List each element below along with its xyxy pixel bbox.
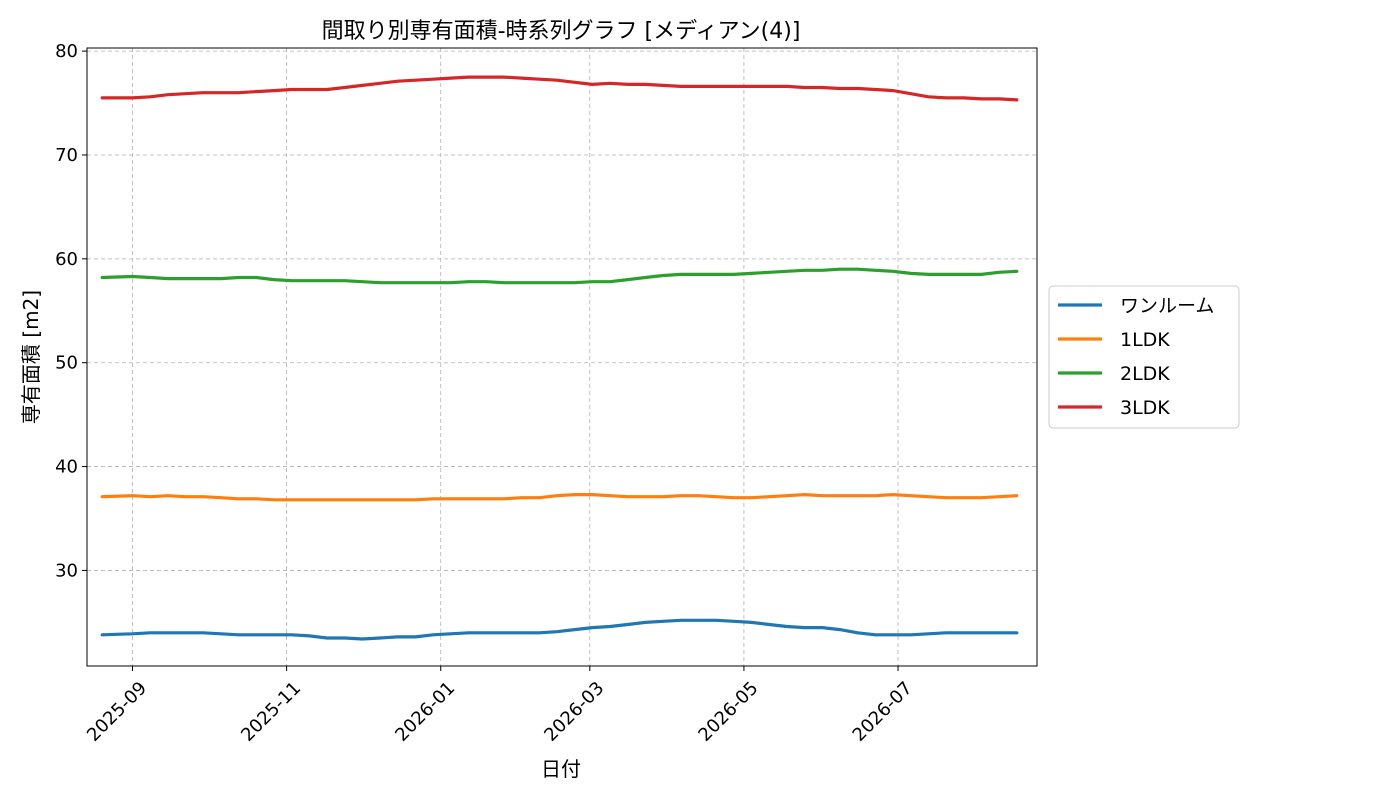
- x-axis-label: 日付: [541, 757, 581, 781]
- legend: ワンルーム 1LDK 2LDK 3LDK: [1048, 285, 1240, 429]
- series-line: [100, 267, 1019, 285]
- legend-items: ワンルーム 1LDK 2LDK 3LDK: [1058, 295, 1214, 419]
- y-tick-label: 60: [55, 249, 78, 270]
- legend-box: [1048, 285, 1240, 429]
- legend-label: 1LDK: [1120, 329, 1170, 351]
- legend-label: 3LDK: [1120, 397, 1170, 419]
- legend-label: ワンルーム: [1120, 295, 1214, 317]
- series-lines: [100, 75, 1019, 641]
- y-tick-label: 80: [55, 41, 78, 62]
- plot-frame: [86, 47, 1038, 667]
- y-axis-label: 専有面積 [m2]: [19, 290, 43, 424]
- grid-lines: [87, 48, 1037, 666]
- chart-title: 間取り別専有面積-時系列グラフ [メディアン(4)]: [322, 19, 801, 44]
- series-line: [100, 75, 1019, 102]
- y-axis-ticks: 30 40 50 60 70 80: [55, 41, 87, 581]
- y-tick-label: 50: [55, 353, 78, 374]
- y-tick-label: 30: [55, 560, 78, 581]
- y-tick-label: 70: [55, 145, 78, 166]
- series-line: [100, 493, 1019, 502]
- legend-label: 2LDK: [1120, 363, 1170, 385]
- series-line: [100, 618, 1019, 641]
- y-tick-label: 40: [55, 457, 78, 478]
